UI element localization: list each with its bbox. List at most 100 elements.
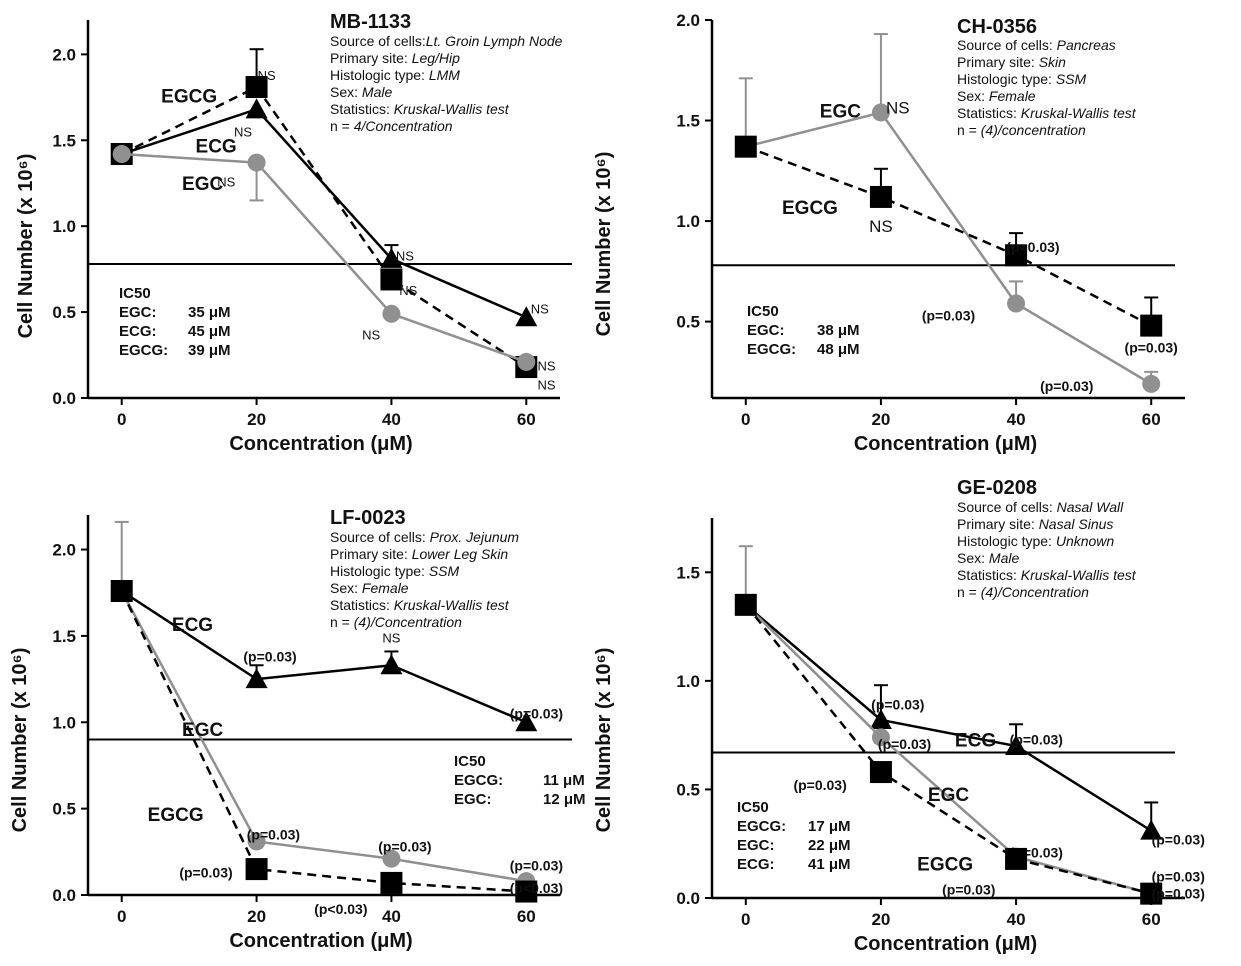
x-tick-label: 0 — [741, 910, 750, 929]
info-label: Source of cells: — [957, 499, 1057, 515]
series-label: ECG — [196, 136, 237, 157]
x-tick-label: 20 — [247, 410, 266, 429]
y-tick-label: 0.5 — [52, 303, 76, 322]
annotation: (p<0.03) — [510, 880, 563, 896]
data-point-triangle — [245, 98, 268, 119]
info-label: Statistics: — [957, 105, 1021, 121]
y-tick-label: 1.5 — [676, 563, 700, 582]
series-egcg: EGCG (p=0.03) (p<0.03) (p<0.03) — [110, 580, 563, 917]
sample-title: LF-0023 — [330, 507, 406, 529]
info-label: Histologic type: — [957, 71, 1056, 87]
info-line: Sex: Male — [330, 84, 392, 100]
data-point-circle — [871, 728, 890, 747]
annotation: NS — [537, 358, 555, 373]
info-line: Sex: Male — [957, 550, 1019, 566]
chart-panel-3: 0.0 0.5 1.0 1.5 2.0 0 20 40 60 Concentration (μM)… — [9, 507, 586, 952]
annotation: (p=0.03) — [510, 858, 563, 874]
ic50-title: IC50 — [747, 303, 779, 320]
annotation: (p=0.03) — [1152, 831, 1205, 847]
info-line: Primary site: Lower Leg Skin — [330, 546, 508, 562]
data-point-circle — [517, 352, 536, 371]
info-value: Pancreas — [1057, 37, 1116, 53]
info-label: Source of cells: — [330, 33, 426, 49]
annotation: (p=0.03) — [247, 827, 300, 843]
info-line: n = (4)/Concentration — [957, 584, 1089, 600]
ic50-value: 22 μM — [808, 837, 851, 854]
info-value: Lower Leg Skin — [412, 546, 509, 562]
data-point-triangle — [515, 306, 538, 327]
annotation: NS — [362, 327, 380, 342]
info-value: Kruskal-Wallis test — [1021, 105, 1137, 121]
annotation: (p=0.03) — [243, 649, 296, 665]
ic50-value: 39 μM — [188, 342, 231, 359]
info-value: (4)/Concentration — [981, 584, 1089, 600]
info-line: Source of cells: Pancreas — [957, 37, 1116, 53]
data-point-square — [1005, 244, 1028, 267]
data-point-circle — [382, 849, 401, 868]
ic50-name: ECG: — [119, 323, 157, 340]
x-tick-label: 40 — [382, 410, 401, 429]
data-point-circle — [1142, 374, 1161, 393]
series-line — [744, 603, 1152, 832]
data-point-circle — [247, 832, 266, 851]
y-tick-label: 0.5 — [676, 780, 700, 799]
ic50-value: 11 μM — [543, 772, 585, 789]
info-value: Kruskal-Wallis test — [1021, 567, 1137, 583]
series-line — [121, 589, 527, 724]
annotation: (p=0.03) — [793, 777, 846, 793]
data-point-square — [245, 76, 268, 99]
info-label: n = — [957, 122, 981, 138]
x-axis-title: Concentration (μM) — [229, 930, 412, 952]
x-tick-label: 0 — [117, 907, 126, 926]
info-value: Skin — [1039, 54, 1066, 70]
info-line: Source of cells:Lt. Groin Lymph Node — [330, 33, 563, 49]
y-tick-label: 1.0 — [676, 212, 700, 231]
data-point-square — [380, 268, 403, 291]
series-line — [120, 590, 527, 883]
info-value: Nasal Wall — [1057, 499, 1125, 515]
ic50-title: IC50 — [737, 799, 769, 816]
info-line: Primary site: Leg/Hip — [330, 50, 460, 66]
y-tick-label: 1.5 — [52, 627, 76, 646]
info-label: Primary site: — [957, 516, 1039, 532]
series-label: EGCG — [148, 805, 204, 826]
series-line — [121, 85, 527, 369]
info-value: Female — [362, 580, 409, 596]
info-label: Sex: — [330, 84, 362, 100]
info-line: Primary site: Skin — [957, 54, 1066, 70]
data-point-square — [869, 761, 892, 784]
annotation: (p=0.03) — [1125, 340, 1178, 356]
series-line — [121, 107, 527, 319]
info-value: Prox. Jejunum — [430, 529, 520, 545]
ic50-value: 45 μM — [188, 323, 231, 340]
series-egc: EGC NS (p=0.03) (p=0.03) — [736, 33, 1161, 394]
y-axis-title: Cell Number (x 10⁶) — [15, 154, 37, 339]
series-label: EGCG — [161, 87, 217, 108]
ic50-value: 48 μM — [817, 341, 860, 358]
x-tick-label: 60 — [517, 907, 536, 926]
annotation: NS — [531, 302, 549, 317]
annotation: (p=0.03) — [510, 706, 563, 722]
info-value: Kruskal-Wallis test — [394, 101, 510, 117]
data-point-circle — [382, 304, 401, 323]
ic50-name: EGC: — [737, 837, 775, 854]
info-line: Sex: Female — [330, 580, 409, 596]
info-line: n = 4/Concentration — [330, 118, 453, 134]
x-tick-label: 60 — [517, 410, 536, 429]
y-axis-title-group: Cell Number (x 10⁶) — [593, 152, 615, 337]
series-line — [745, 145, 1152, 327]
annotation: (p=0.03) — [378, 839, 431, 855]
data-point-triangle — [1005, 735, 1028, 755]
annotation: NS — [258, 68, 276, 83]
info-label: Primary site: — [330, 50, 412, 66]
info-line: Sex: Female — [957, 88, 1036, 104]
data-point-triangle — [245, 668, 268, 689]
y-axis-title: Cell Number (x 10⁶) — [9, 648, 31, 833]
ic50-name: EGCG: — [454, 772, 503, 789]
x-axis-title: Concentration (μM) — [854, 933, 1037, 955]
info-value: (4)/concentration — [981, 122, 1086, 138]
ic50-value: 35 μM — [188, 304, 231, 321]
